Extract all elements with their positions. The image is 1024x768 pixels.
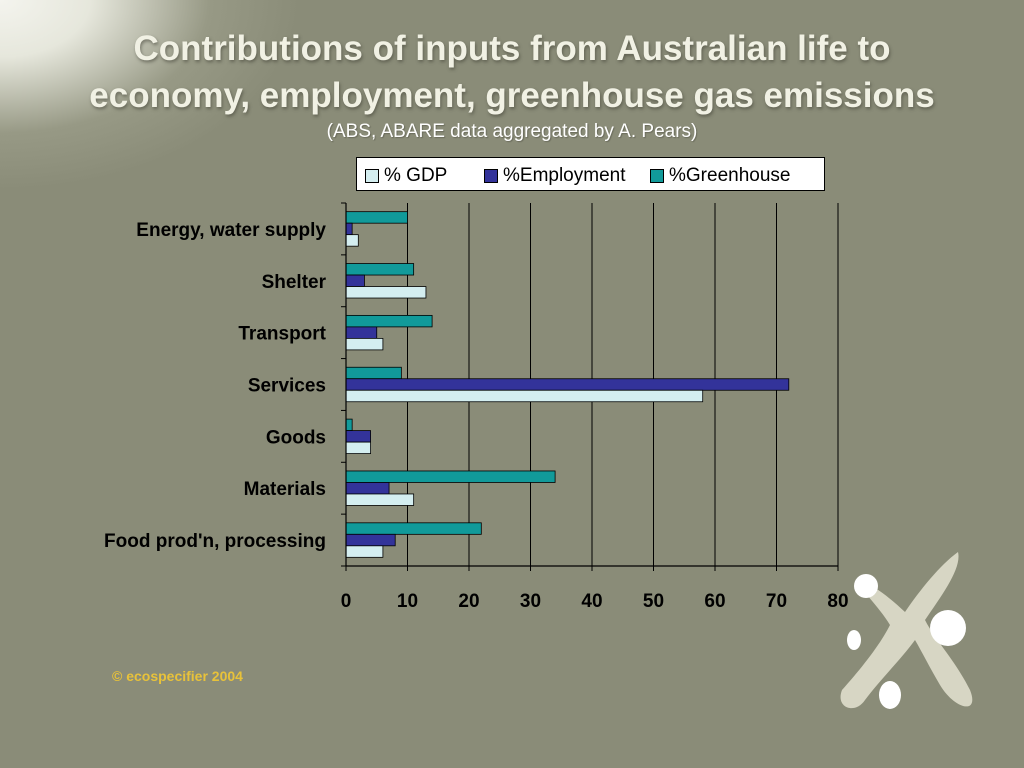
bar-gdp [345,493,415,506]
category-label: Goods [266,427,326,448]
x-tick-label: 40 [581,591,602,612]
bar-greenhouse [345,470,556,483]
x-tick-label: 50 [643,591,664,612]
copyright-text: © ecospecifier 2004 [112,668,243,684]
x-tick-label: 10 [397,591,418,612]
chart-legend: % GDP %Employment %Greenhouse [356,157,825,191]
category-label: Materials [244,479,326,500]
bar-employment [345,222,353,236]
category-label: Energy, water supply [136,220,326,241]
x-tick-label: 60 [704,591,725,612]
legend-item-gdp: % GDP [365,165,447,187]
slide-title-line-2: economy, employment, greenhouse gas emis… [89,76,935,115]
legend-swatch-greenhouse [650,169,664,183]
bar-greenhouse [345,263,415,276]
x-tick-label: 70 [766,591,787,612]
legend-swatch-employment [484,169,498,183]
category-label: Services [248,376,326,397]
bar-employment [345,482,390,495]
x-tick-label: 20 [458,591,479,612]
bar-employment [345,378,790,391]
legend-label-employment: %Employment [503,165,626,186]
bar-gdp [345,389,704,403]
bar-gdp [345,337,384,351]
bar-employment [345,326,378,339]
bar-employment [345,430,372,443]
x-tick-label: 80 [827,591,848,612]
legend-item-greenhouse: %Greenhouse [650,165,790,187]
bar-gdp [345,286,427,299]
bar-employment [345,533,396,547]
legend-item-employment: %Employment [484,165,626,187]
bar-chart: Energy, water supply Shelter Transport Serv… [104,202,849,612]
bar-greenhouse [345,522,482,535]
ecospecifier-logo-icon [840,552,973,709]
x-tick-label: 0 [341,591,352,612]
slide-subtitle: (ABS, ABARE data aggregated by A. Pears) [326,121,698,142]
bar-greenhouse [345,418,353,432]
slide-title-line-1: Contributions of inputs from Australian … [133,29,891,68]
category-label: Transport [238,324,326,345]
bar-greenhouse [345,211,408,224]
x-tick-label: 30 [520,591,541,612]
bar-greenhouse [345,314,433,328]
legend-label-gdp: % GDP [384,165,448,186]
bar-greenhouse [345,366,402,380]
bar-gdp [345,234,359,247]
legend-label-greenhouse: %Greenhouse [669,165,791,186]
category-label: Food prod'n, processing [104,531,326,552]
category-label: Shelter [262,272,327,293]
legend-swatch-gdp [365,169,379,183]
bar-gdp [345,441,372,455]
bar-gdp [345,545,384,558]
bar-employment [345,274,365,287]
